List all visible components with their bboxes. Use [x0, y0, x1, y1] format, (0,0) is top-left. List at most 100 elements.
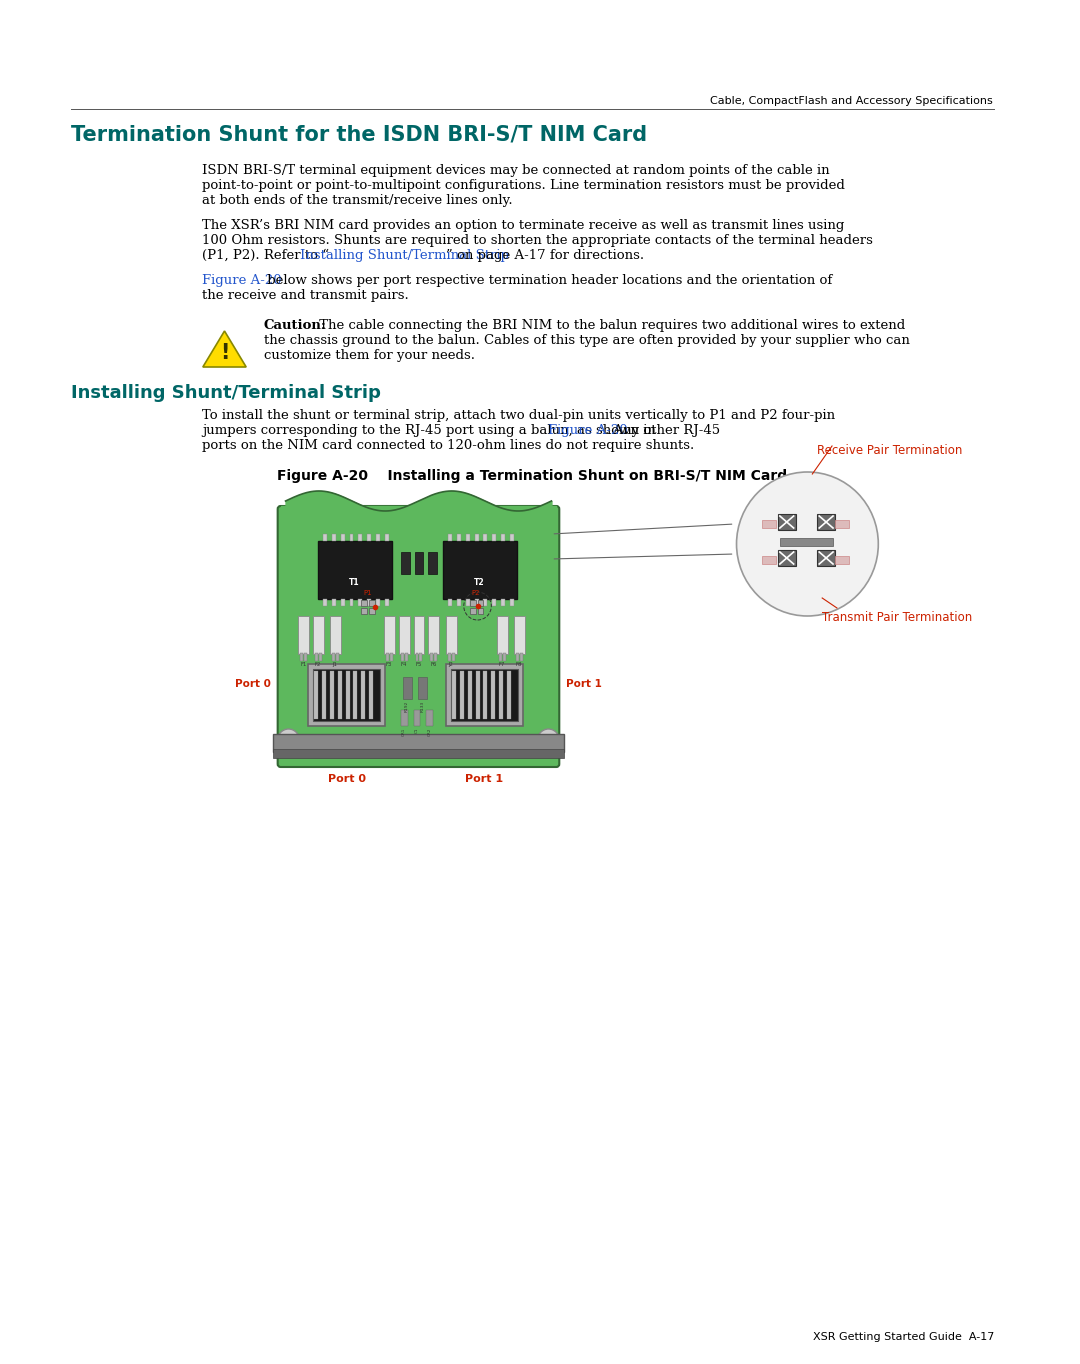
Bar — [514, 617, 525, 653]
Bar — [457, 599, 461, 606]
Bar — [499, 653, 502, 662]
Text: CR2: CR2 — [428, 728, 431, 737]
Bar — [362, 608, 367, 614]
Bar — [384, 617, 395, 653]
Text: ISDN BRI-S/T terminal equipment devices may be connected at random points of the: ISDN BRI-S/T terminal equipment devices … — [202, 164, 829, 177]
Bar — [778, 514, 796, 531]
Bar — [401, 552, 409, 574]
Bar — [346, 671, 350, 719]
Text: jumpers corresponding to the RJ-45 port using a balun, as shown in: jumpers corresponding to the RJ-45 port … — [202, 424, 660, 436]
Circle shape — [737, 472, 878, 617]
Text: ports on the NIM card connected to 120-ohm lines do not require shunts.: ports on the NIM card connected to 120-o… — [202, 439, 694, 451]
Text: Cable, CompactFlash and Accessory Specifications: Cable, CompactFlash and Accessory Specif… — [710, 95, 993, 106]
Bar — [492, 599, 497, 606]
Bar — [491, 671, 496, 719]
FancyBboxPatch shape — [278, 506, 559, 767]
Text: at both ends of the transmit/receive lines only.: at both ends of the transmit/receive lin… — [202, 194, 513, 207]
Bar — [399, 617, 409, 653]
Bar — [429, 552, 437, 574]
Text: R133: R133 — [420, 701, 424, 712]
Bar — [362, 600, 367, 606]
Bar — [401, 711, 407, 726]
Text: The XSR’s BRI NIM card provides an option to terminate receive as well as transm: The XSR’s BRI NIM card provides an optio… — [202, 220, 845, 232]
Text: 100 Ohm resistors. Shunts are required to shorten the appropriate contacts of th: 100 Ohm resistors. Shunts are required t… — [202, 235, 873, 247]
Bar — [446, 617, 457, 653]
Bar — [448, 653, 451, 662]
Bar — [403, 677, 411, 698]
Text: F8: F8 — [516, 662, 522, 667]
Bar — [470, 608, 475, 614]
Bar — [484, 671, 487, 719]
Text: F7: F7 — [499, 662, 505, 667]
Text: customize them for your needs.: customize them for your needs. — [264, 349, 475, 361]
Bar — [369, 608, 375, 614]
Bar — [298, 617, 309, 653]
Bar — [448, 533, 451, 542]
Bar — [416, 653, 418, 662]
Text: Figure A-20: Figure A-20 — [202, 274, 282, 286]
Bar — [273, 734, 564, 752]
Text: point-to-point or point-to-multipoint configurations. Line termination resistors: point-to-point or point-to-multipoint co… — [202, 179, 845, 192]
Bar — [369, 600, 375, 606]
Bar — [451, 671, 456, 719]
Bar — [818, 550, 835, 566]
Bar — [484, 533, 487, 542]
Bar — [780, 537, 833, 546]
Bar — [322, 671, 326, 719]
Bar — [430, 653, 433, 662]
Bar — [319, 653, 322, 662]
Bar — [353, 671, 357, 719]
Bar — [405, 653, 407, 662]
Bar — [376, 599, 380, 606]
Bar — [465, 599, 470, 606]
Bar — [350, 533, 353, 542]
Bar — [492, 533, 497, 542]
Bar — [429, 617, 440, 653]
Text: Receive Pair Termination: Receive Pair Termination — [818, 445, 962, 457]
Text: (P1, P2). Refer to “: (P1, P2). Refer to “ — [202, 250, 329, 262]
Bar — [519, 653, 523, 662]
Text: the chassis ground to the balun. Cables of this type are often provided by your : the chassis ground to the balun. Cables … — [264, 334, 909, 346]
Bar — [340, 599, 345, 606]
Text: T1: T1 — [349, 578, 360, 587]
Bar — [501, 599, 505, 606]
Bar — [477, 600, 484, 606]
Text: To install the shunt or terminal strip, attach two dual-pin units vertically to : To install the shunt or terminal strip, … — [202, 409, 835, 421]
Bar — [475, 671, 480, 719]
Bar — [427, 711, 433, 726]
Text: F3: F3 — [386, 662, 392, 667]
Bar — [451, 653, 455, 662]
Bar — [418, 677, 428, 698]
Bar — [465, 533, 470, 542]
Bar — [332, 653, 335, 662]
Bar — [336, 653, 339, 662]
Text: Port 1: Port 1 — [566, 679, 602, 689]
Text: P1: P1 — [363, 591, 372, 596]
Bar — [384, 533, 389, 542]
Bar — [300, 653, 303, 662]
Text: the receive and transmit pairs.: the receive and transmit pairs. — [202, 289, 408, 301]
Circle shape — [543, 735, 553, 745]
Bar — [414, 617, 424, 653]
Text: !: ! — [220, 342, 229, 363]
Bar — [477, 608, 484, 614]
Circle shape — [284, 735, 294, 745]
Bar — [329, 617, 340, 653]
Text: Termination Shunt for the ISDN BRI-S/T NIM Card: Termination Shunt for the ISDN BRI-S/T N… — [71, 124, 647, 145]
Bar — [323, 599, 327, 606]
Bar — [835, 557, 849, 563]
Bar — [323, 533, 327, 542]
Bar — [401, 653, 404, 662]
Text: J1: J1 — [333, 662, 337, 667]
Bar — [314, 671, 318, 719]
Bar — [497, 617, 508, 653]
Text: F2: F2 — [315, 662, 321, 667]
Bar — [510, 599, 514, 606]
Text: Port 0: Port 0 — [235, 679, 271, 689]
Bar — [386, 653, 389, 662]
Text: The cable connecting the BRI NIM to the balun requires two additional wires to e: The cable connecting the BRI NIM to the … — [315, 319, 905, 331]
Bar — [474, 599, 478, 606]
Bar — [359, 599, 363, 606]
Bar — [367, 533, 372, 542]
Text: Port 1: Port 1 — [465, 773, 503, 784]
